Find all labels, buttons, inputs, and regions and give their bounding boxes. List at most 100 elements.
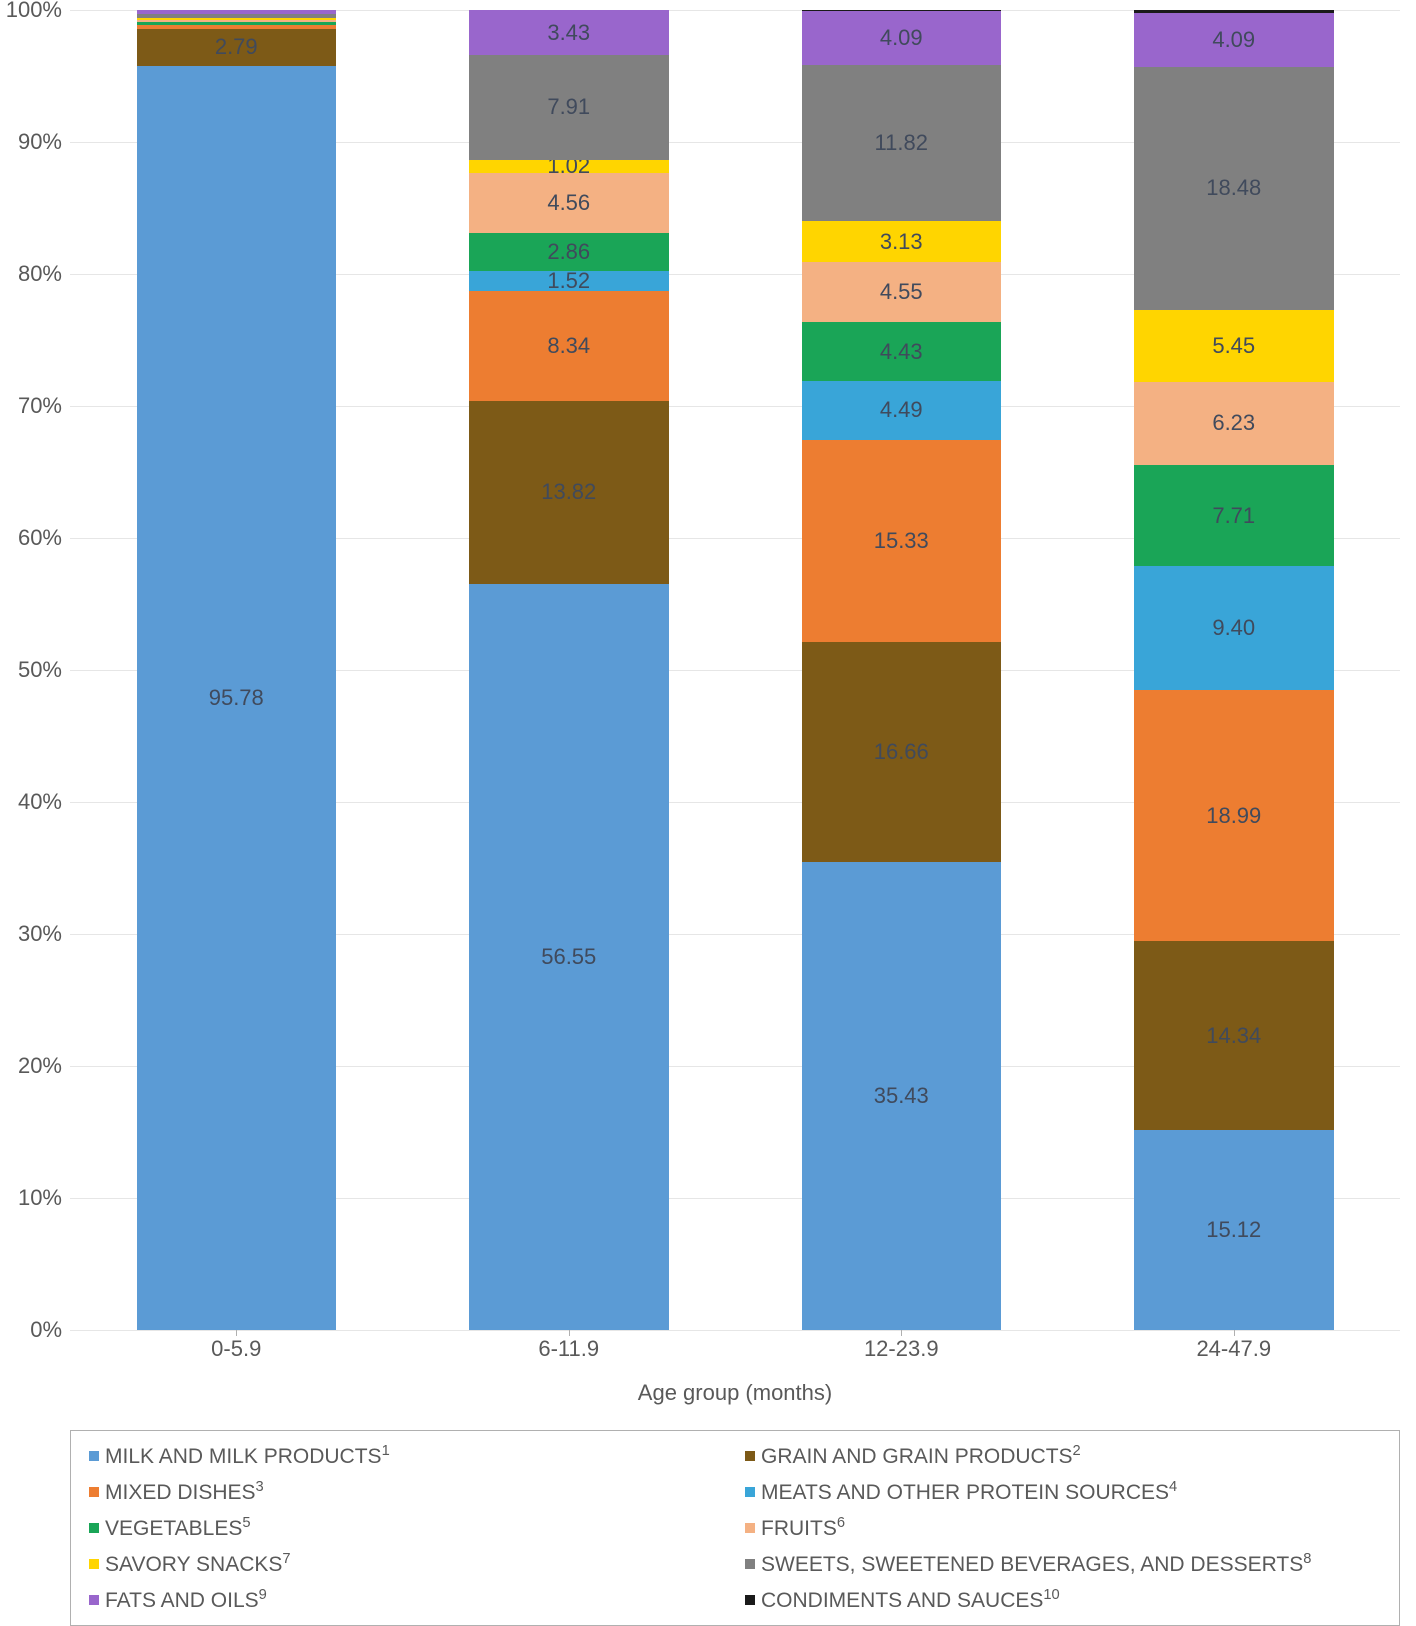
bar-segment-fats: 4.09 bbox=[1134, 13, 1334, 67]
x-tick-label: 0-5.9 bbox=[211, 1330, 261, 1362]
legend-label: SWEETS, SWEETENED BEVERAGES, AND DESSERT… bbox=[761, 1551, 1311, 1577]
value-label: 5.45 bbox=[1212, 333, 1255, 359]
bar-segment-savory: 3.13 bbox=[802, 221, 1002, 262]
value-label: 3.13 bbox=[880, 229, 923, 255]
bar-segment-fruits bbox=[137, 20, 337, 23]
value-label: 1.52 bbox=[547, 268, 590, 294]
bar-segment-condiments bbox=[1134, 10, 1334, 13]
legend-label: FATS AND OILS9 bbox=[105, 1587, 267, 1613]
legend-swatch bbox=[89, 1559, 99, 1569]
legend-item-veg: VEGETABLES5 bbox=[89, 1515, 725, 1541]
value-label: 4.43 bbox=[880, 339, 923, 365]
legend-item-fats: FATS AND OILS9 bbox=[89, 1587, 725, 1613]
legend-swatch bbox=[89, 1595, 99, 1605]
y-tick-label: 100% bbox=[6, 0, 70, 23]
value-label: 15.33 bbox=[874, 528, 929, 554]
legend-swatch bbox=[89, 1451, 99, 1461]
value-label: 2.86 bbox=[547, 239, 590, 265]
value-label: 7.91 bbox=[547, 94, 590, 120]
bar-segment-fruits: 4.56 bbox=[469, 173, 669, 233]
value-label: 13.82 bbox=[541, 479, 596, 505]
legend-label: VEGETABLES5 bbox=[105, 1515, 251, 1541]
legend-item-grain: GRAIN AND GRAIN PRODUCTS2 bbox=[745, 1443, 1381, 1469]
legend: MILK AND MILK PRODUCTS1 GRAIN AND GRAIN P… bbox=[70, 1430, 1400, 1626]
bar-segment-grain: 13.82 bbox=[469, 401, 669, 583]
legend-item-milk: MILK AND MILK PRODUCTS1 bbox=[89, 1443, 725, 1469]
value-label: 95.78 bbox=[209, 685, 264, 711]
bar-segment-fats bbox=[137, 10, 337, 14]
legend-label: MEATS AND OTHER PROTEIN SOURCES4 bbox=[761, 1479, 1177, 1505]
legend-swatch bbox=[89, 1487, 99, 1497]
y-tick-label: 20% bbox=[18, 1053, 70, 1079]
legend-swatch bbox=[89, 1523, 99, 1533]
y-tick-label: 80% bbox=[18, 261, 70, 287]
bar: 56.55 13.82 8.34 1.52 2.86 4.56 1.02 7.91 3.43 bbox=[469, 10, 669, 1330]
value-label: 6.23 bbox=[1212, 410, 1255, 436]
value-label: 8.34 bbox=[547, 333, 590, 359]
bar-segment-veg: 4.43 bbox=[802, 322, 1002, 380]
bar: 35.4316.6615.334.494.434.553.1311.824.09 bbox=[802, 10, 1002, 1330]
bar-segment-mixed: 15.33 bbox=[802, 440, 1002, 642]
bar-segment-mixed bbox=[137, 25, 337, 29]
y-tick-label: 40% bbox=[18, 789, 70, 815]
bar-segment-sweets: 18.48 bbox=[1134, 67, 1334, 311]
legend-swatch bbox=[745, 1487, 755, 1497]
bar-segment-milk: 56.55 bbox=[469, 584, 669, 1330]
bar-segment-meats: 1.52 bbox=[469, 271, 669, 291]
legend-swatch bbox=[745, 1451, 755, 1461]
bar-segment-veg: 7.71 bbox=[1134, 465, 1334, 567]
bar-segment-fruits: 6.23 bbox=[1134, 382, 1334, 464]
bar-segment-savory: 1.02 bbox=[469, 160, 669, 173]
legend-label: MILK AND MILK PRODUCTS1 bbox=[105, 1443, 390, 1469]
value-label: 4.55 bbox=[880, 279, 923, 305]
value-label: 7.71 bbox=[1212, 503, 1255, 529]
x-axis-title: Age group (months) bbox=[638, 1380, 832, 1406]
value-label: 4.56 bbox=[547, 190, 590, 216]
value-label: 18.48 bbox=[1206, 175, 1261, 201]
legend-swatch bbox=[745, 1523, 755, 1533]
legend-item-fruits: FRUITS6 bbox=[745, 1515, 1381, 1541]
bar-segment-sweets: 7.91 bbox=[469, 55, 669, 159]
bar: 15.1214.3418.99 9.40 7.71 6.23 5.45 18.48 4.09 bbox=[1134, 10, 1334, 1330]
bar-segment-mixed: 8.34 bbox=[469, 291, 669, 401]
legend-item-savory: SAVORY SNACKS7 bbox=[89, 1551, 725, 1577]
bar-segment-grain: 2.79 bbox=[137, 29, 337, 66]
bar-segment-milk: 95.78 bbox=[137, 66, 337, 1330]
value-label: 2.79 bbox=[215, 34, 258, 60]
bar-segment-mixed: 18.99 bbox=[1134, 690, 1334, 941]
stacked-bar-chart: 0% 10% 20% 30% 40% 50% 60% 70% 80% 90% 100% 0-5.9 95… bbox=[0, 0, 1416, 1620]
value-label: 3.43 bbox=[547, 20, 590, 46]
bar-segment-veg: 2.86 bbox=[469, 233, 669, 271]
bar-segment-grain: 14.34 bbox=[1134, 941, 1334, 1130]
bar-segment-grain: 16.66 bbox=[802, 642, 1002, 862]
value-label: 4.09 bbox=[1212, 27, 1255, 53]
bar-segment-condiments bbox=[802, 10, 1002, 11]
y-tick-label: 10% bbox=[18, 1185, 70, 1211]
legend-label: SAVORY SNACKS7 bbox=[105, 1551, 291, 1577]
legend-label: FRUITS6 bbox=[761, 1515, 845, 1541]
bar-segment-meats: 9.40 bbox=[1134, 566, 1334, 690]
value-label: 9.40 bbox=[1212, 615, 1255, 641]
bar-segment-savory: 5.45 bbox=[1134, 310, 1334, 382]
bar-segment-meats: 4.49 bbox=[802, 381, 1002, 440]
bar-segment-sweets bbox=[137, 14, 337, 18]
x-tick-label: 12-23.9 bbox=[864, 1330, 939, 1362]
value-label: 35.43 bbox=[874, 1083, 929, 1109]
legend-label: GRAIN AND GRAIN PRODUCTS2 bbox=[761, 1443, 1081, 1469]
legend-swatch bbox=[745, 1595, 755, 1605]
y-tick-label: 70% bbox=[18, 393, 70, 419]
legend-swatch bbox=[745, 1559, 755, 1569]
bar-segment-veg bbox=[137, 22, 337, 25]
y-tick-label: 90% bbox=[18, 129, 70, 155]
legend-item-meats: MEATS AND OTHER PROTEIN SOURCES4 bbox=[745, 1479, 1381, 1505]
y-tick-label: 60% bbox=[18, 525, 70, 551]
legend-item-mixed: MIXED DISHES3 bbox=[89, 1479, 725, 1505]
y-tick-label: 30% bbox=[18, 921, 70, 947]
y-tick-label: 0% bbox=[30, 1317, 70, 1343]
legend-item-condiments: CONDIMENTS AND SAUCES10 bbox=[745, 1587, 1381, 1613]
bar-segment-sweets: 11.82 bbox=[802, 65, 1002, 221]
legend-item-sweets: SWEETS, SWEETENED BEVERAGES, AND DESSERT… bbox=[745, 1551, 1381, 1577]
bar-segment-savory bbox=[137, 18, 337, 19]
bar-segment-milk: 15.12 bbox=[1134, 1130, 1334, 1330]
y-tick-label: 50% bbox=[18, 657, 70, 683]
